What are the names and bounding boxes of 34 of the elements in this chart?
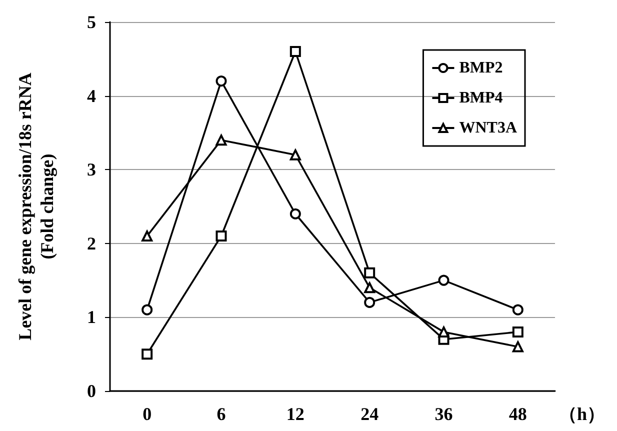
y-tick-label: 2 (87, 233, 96, 254)
point (216, 76, 227, 87)
y-tick-label: 5 (87, 12, 96, 32)
legend-label: BMP4 (459, 90, 503, 106)
point (364, 282, 376, 294)
x-tick-label: 24 (360, 404, 379, 424)
y-tick-label: 1 (87, 307, 96, 328)
point (512, 304, 524, 316)
x-axis-title: （h） (559, 404, 606, 424)
y-tick-label: 3 (87, 160, 96, 180)
point (290, 46, 301, 58)
point (290, 208, 301, 220)
point (142, 230, 153, 242)
point (438, 274, 450, 286)
point (290, 149, 301, 160)
x-tick-label: 48 (508, 404, 527, 424)
x-tick-label: 0 (142, 404, 152, 424)
point (364, 267, 376, 278)
legend-label: BMP2 (459, 60, 503, 76)
point (512, 341, 524, 352)
y-tick-label: 0 (87, 381, 96, 401)
point (142, 304, 153, 316)
x-tick-label: 36 (434, 404, 453, 424)
x-tick-label: 12 (286, 404, 304, 424)
point (216, 230, 227, 242)
x-tick-label: 6 (216, 404, 226, 424)
point (364, 296, 376, 308)
point (512, 326, 524, 338)
legend-label: WNT3A (459, 120, 518, 136)
y-axis-title: Level of gene expression/18s rRNA (Fold change) (15, 72, 57, 340)
point (216, 134, 227, 146)
y-tick-label: 4 (87, 86, 96, 106)
point (142, 348, 153, 360)
point (438, 326, 450, 338)
